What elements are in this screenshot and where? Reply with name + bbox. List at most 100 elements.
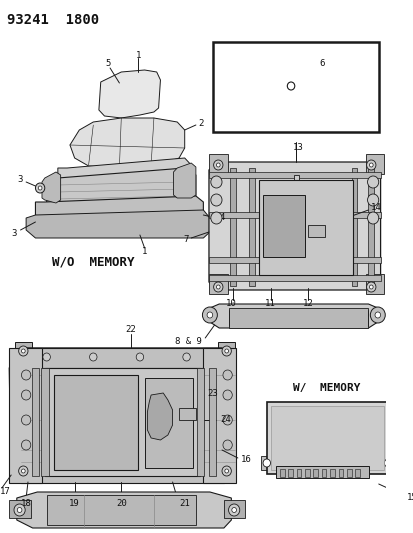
Text: 3: 3: [12, 229, 17, 238]
Bar: [45, 368, 199, 476]
Circle shape: [21, 415, 31, 425]
Text: 1: 1: [135, 51, 140, 60]
Bar: [144, 378, 192, 468]
Circle shape: [210, 212, 221, 224]
Bar: [212, 42, 378, 132]
Bar: [275, 466, 368, 478]
Circle shape: [224, 349, 228, 353]
Bar: [249, 168, 254, 286]
Bar: [270, 406, 383, 470]
Circle shape: [183, 353, 190, 361]
Text: 24: 24: [220, 416, 230, 424]
Circle shape: [223, 390, 232, 400]
Polygon shape: [209, 154, 227, 174]
Text: 17: 17: [0, 488, 11, 497]
Bar: [9, 348, 42, 483]
Text: 4: 4: [219, 214, 224, 222]
Bar: [321, 469, 326, 477]
Circle shape: [38, 186, 42, 190]
Text: 15: 15: [406, 494, 413, 503]
Circle shape: [367, 176, 378, 188]
Polygon shape: [223, 500, 245, 518]
Circle shape: [223, 415, 232, 425]
Circle shape: [43, 353, 50, 361]
Text: 12: 12: [302, 300, 313, 309]
Circle shape: [223, 440, 232, 450]
Circle shape: [368, 285, 372, 289]
Text: 22: 22: [125, 326, 135, 335]
Polygon shape: [147, 393, 172, 440]
Circle shape: [19, 466, 28, 476]
Bar: [259, 180, 352, 275]
Bar: [266, 402, 387, 474]
Polygon shape: [17, 492, 231, 528]
Circle shape: [216, 163, 220, 167]
Circle shape: [367, 212, 378, 224]
Bar: [21, 465, 223, 483]
Circle shape: [223, 370, 232, 380]
Polygon shape: [99, 70, 160, 118]
Circle shape: [367, 194, 378, 206]
Bar: [203, 348, 235, 483]
Text: 18: 18: [21, 498, 31, 507]
Text: 23: 23: [206, 389, 217, 398]
Polygon shape: [58, 158, 191, 185]
Circle shape: [89, 353, 97, 361]
Polygon shape: [9, 348, 235, 482]
Bar: [354, 469, 359, 477]
Bar: [346, 469, 351, 477]
Text: 5: 5: [105, 60, 111, 69]
Text: 13: 13: [292, 143, 303, 152]
Circle shape: [224, 469, 228, 473]
Circle shape: [213, 160, 223, 170]
Circle shape: [370, 307, 385, 323]
Polygon shape: [209, 304, 377, 328]
Bar: [304, 469, 309, 477]
Circle shape: [221, 466, 231, 476]
Circle shape: [231, 507, 236, 513]
Text: 7: 7: [183, 236, 188, 245]
Bar: [54, 375, 138, 470]
Bar: [47, 495, 195, 525]
Text: 8 & 9: 8 & 9: [174, 337, 201, 346]
Bar: [218, 342, 235, 360]
Circle shape: [17, 507, 22, 513]
Text: W/  MEMORY: W/ MEMORY: [292, 383, 359, 393]
Bar: [15, 342, 32, 360]
Circle shape: [206, 312, 212, 318]
Bar: [262, 195, 304, 257]
Circle shape: [366, 160, 375, 170]
Circle shape: [19, 346, 28, 356]
Circle shape: [262, 459, 270, 467]
Circle shape: [287, 82, 294, 90]
Bar: [368, 168, 373, 286]
Bar: [330, 469, 334, 477]
Circle shape: [202, 307, 217, 323]
Text: 10: 10: [225, 300, 236, 309]
Bar: [279, 469, 284, 477]
Text: 14: 14: [370, 204, 381, 213]
Circle shape: [136, 353, 143, 361]
Polygon shape: [47, 168, 195, 208]
Bar: [307, 225, 324, 237]
Circle shape: [213, 282, 223, 292]
Polygon shape: [365, 154, 383, 174]
Text: 2: 2: [198, 119, 204, 128]
Circle shape: [216, 285, 220, 289]
Bar: [287, 469, 292, 477]
Bar: [15, 462, 32, 480]
Polygon shape: [26, 210, 209, 238]
Circle shape: [368, 163, 372, 167]
Circle shape: [221, 346, 231, 356]
Bar: [338, 469, 342, 477]
Bar: [313, 469, 317, 477]
Bar: [293, 175, 298, 195]
Text: 16: 16: [240, 456, 251, 464]
Bar: [230, 168, 235, 286]
Bar: [32, 368, 39, 476]
Polygon shape: [209, 162, 380, 290]
Polygon shape: [36, 196, 203, 220]
Bar: [209, 212, 380, 218]
Circle shape: [21, 390, 31, 400]
Circle shape: [36, 183, 45, 193]
